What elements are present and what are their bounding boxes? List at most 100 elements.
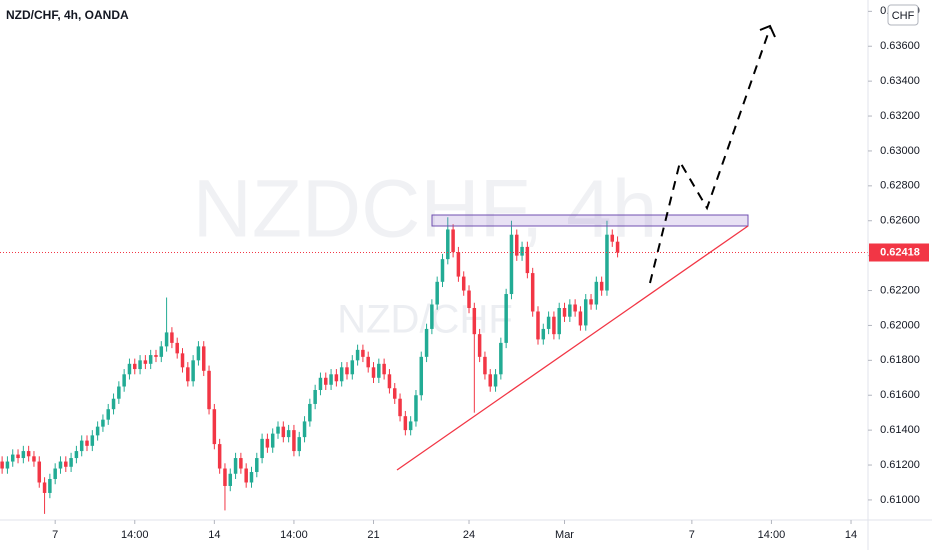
candle-body — [64, 461, 68, 467]
candle-body — [398, 398, 402, 417]
candle-body — [361, 349, 365, 357]
candle-body — [350, 360, 355, 375]
y-tick-label: 0.61800 — [880, 354, 920, 366]
candle-body — [446, 229, 450, 260]
resistance-zone — [431, 214, 749, 227]
candle-body — [583, 299, 588, 326]
candle-body — [26, 451, 31, 457]
candle-body — [430, 304, 434, 329]
y-tick-label: 0.63600 — [880, 40, 920, 52]
candle-body — [58, 461, 63, 469]
candle-body — [578, 311, 583, 326]
candle-body — [483, 356, 487, 375]
candle-body — [562, 307, 567, 317]
x-tick-label: 7 — [52, 529, 58, 541]
candle-body — [95, 426, 100, 436]
candle-body — [594, 281, 599, 305]
candle-body — [276, 426, 280, 434]
candle-body — [239, 458, 243, 469]
candle-body — [186, 367, 190, 382]
axes: 0.61000 0.61200 0.61400 0.61600 0.61800 0.620… — [52, 5, 929, 541]
candle-body — [270, 433, 275, 448]
candle-body — [85, 440, 89, 446]
candle-body — [228, 473, 233, 486]
candle-body — [308, 403, 312, 422]
x-tick-label: 7 — [689, 529, 695, 541]
candle-body — [461, 276, 466, 291]
candle-body — [217, 444, 222, 469]
candle-body — [154, 355, 158, 357]
candle-body — [499, 342, 503, 375]
candle-body — [111, 398, 116, 410]
candle-body — [477, 334, 482, 357]
candle-body — [568, 304, 572, 317]
candle-body — [557, 307, 561, 335]
candle-body — [387, 374, 392, 389]
candle-body — [536, 311, 540, 340]
candle-body — [552, 316, 556, 335]
last-price-label: 0.62418 — [880, 246, 920, 258]
candle-body — [286, 430, 291, 438]
candle-body — [21, 451, 26, 459]
currency-box[interactable] — [887, 4, 919, 26]
candle-body — [90, 435, 95, 446]
y-tick-label: 0.62200 — [880, 284, 920, 296]
candle-body — [148, 355, 153, 364]
candle-body — [79, 440, 84, 452]
candle-body — [414, 395, 418, 422]
candle-body — [377, 363, 381, 378]
x-tick-label: 14:00 — [121, 529, 149, 541]
watermark: NZDCHF, 4h — [193, 164, 658, 255]
candle-body — [265, 438, 270, 448]
candle-body — [339, 367, 344, 382]
y-tick-label: 0.61000 — [880, 494, 920, 506]
candle-body — [212, 409, 217, 445]
candle-body — [122, 374, 126, 387]
candle-body — [106, 409, 110, 420]
y-tick-label: 0.63200 — [880, 110, 920, 122]
currency-label[interactable]: CHF — [892, 10, 915, 22]
candle-body — [472, 307, 477, 335]
candle-body — [249, 472, 254, 483]
candle-body — [127, 363, 132, 375]
candle-body — [605, 234, 609, 291]
candle-body — [101, 419, 105, 427]
candle-body — [292, 430, 296, 452]
candle-body — [403, 416, 408, 431]
x-tick-label: 14:00 — [280, 529, 308, 541]
candle-body — [451, 229, 455, 253]
candle-body — [530, 273, 535, 312]
y-tick-label: 0.63400 — [880, 75, 920, 87]
x-tick-label: 14:00 — [758, 529, 786, 541]
x-tick-label: 14 — [845, 529, 857, 541]
candle-body — [42, 482, 47, 493]
x-tick-label: 21 — [367, 529, 379, 541]
y-tick-label: 0.61600 — [880, 389, 920, 401]
candle-body — [297, 437, 301, 452]
x-tick-label: Mar — [555, 529, 574, 541]
arrow-head — [759, 24, 776, 38]
candle-body — [159, 346, 164, 357]
candle-body — [175, 342, 179, 354]
candle-body — [329, 374, 333, 385]
candle-body — [0, 461, 4, 469]
candle-body — [74, 451, 79, 459]
candle-body — [515, 234, 519, 256]
candle-body — [408, 421, 413, 431]
chart-title: NZD/CHF, 4h, OANDA — [6, 8, 129, 22]
candle-body — [223, 468, 227, 486]
candle-body — [69, 458, 73, 467]
candle-body — [488, 374, 492, 387]
candle-body — [191, 360, 195, 382]
trend-line — [396, 225, 749, 471]
candle-body — [324, 377, 328, 385]
candle-body — [525, 246, 530, 274]
candle-body — [334, 374, 339, 382]
candle-body — [541, 328, 546, 340]
candle-body — [589, 299, 593, 305]
candle-body — [615, 241, 620, 253]
candle-body — [233, 458, 238, 474]
last-price-badge — [869, 243, 929, 262]
x-tick-label: 24 — [463, 529, 475, 541]
candle-body — [382, 363, 386, 375]
